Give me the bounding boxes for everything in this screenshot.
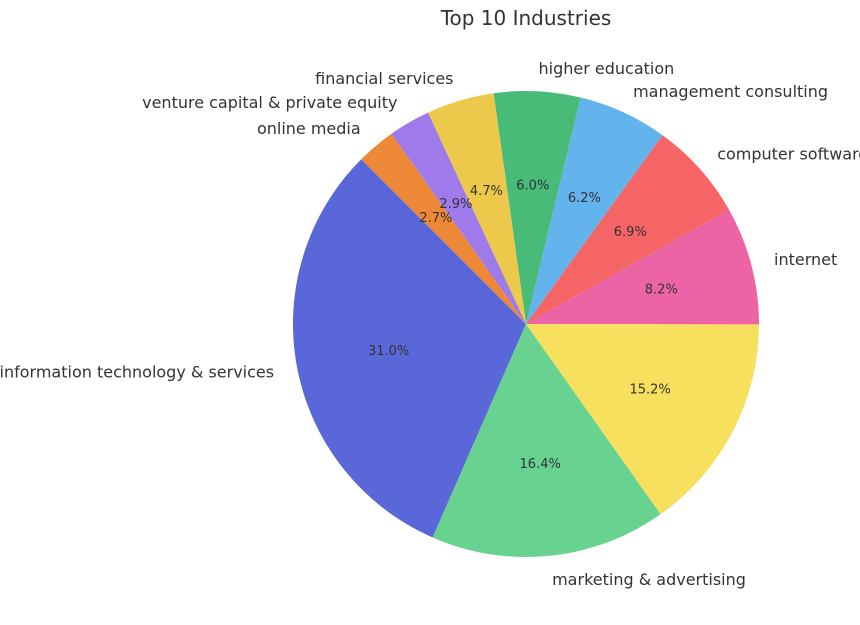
pie-percent-label-6: 6.0% <box>516 178 549 193</box>
pie-label-7: financial services <box>315 69 453 88</box>
pie-slice-9 <box>361 133 526 324</box>
pie-percent-label-5: 6.2% <box>568 191 601 206</box>
pie-slice-7 <box>427 93 526 324</box>
pie-percent-label-4: 6.9% <box>614 225 647 240</box>
pie-label-0: information technology & services <box>0 363 274 382</box>
pie-slice-6 <box>493 90 581 324</box>
pie-slices <box>292 90 760 558</box>
pie-label-3: internet <box>774 250 837 269</box>
pie-label-5: management consulting <box>633 82 828 101</box>
pie-percent-labels: 31.0% 16.4% 15.2% 8.2% 6.9% 6.2% 6.0% 4.7%2.9%2… <box>368 178 678 472</box>
pie-slice-0 <box>292 159 526 538</box>
pie-label-9: online media <box>257 119 361 138</box>
pie-percent-label-3: 8.2% <box>645 283 678 298</box>
pie-slice-8 <box>391 112 526 325</box>
pie-slice-5 <box>526 97 663 324</box>
pie-percent-label-9: 2.7% <box>419 211 452 226</box>
pie-percent-label-8: 2.9% <box>439 197 472 212</box>
pie-slice-2 <box>526 324 759 515</box>
pie-label-8: venture capital & private equity <box>142 93 397 112</box>
pie-percent-label-7: 4.7% <box>470 184 503 199</box>
chart-title: Top 10 Industries <box>440 6 612 30</box>
pie-slice-3 <box>526 209 760 325</box>
pie-percent-label-2: 15.2% <box>629 382 670 397</box>
pie-percent-label-0: 31.0% <box>368 344 409 359</box>
pie-slice-1 <box>432 324 661 558</box>
pie-outer-labels: information technology & services marketi… <box>0 59 860 589</box>
pie-label-6: higher education <box>539 59 675 78</box>
pie-percent-label-1: 16.4% <box>520 457 561 472</box>
pie-slice-4 <box>526 135 730 324</box>
pie-label-1: marketing & advertising <box>552 570 746 589</box>
pie-label-4: computer software <box>717 144 860 163</box>
